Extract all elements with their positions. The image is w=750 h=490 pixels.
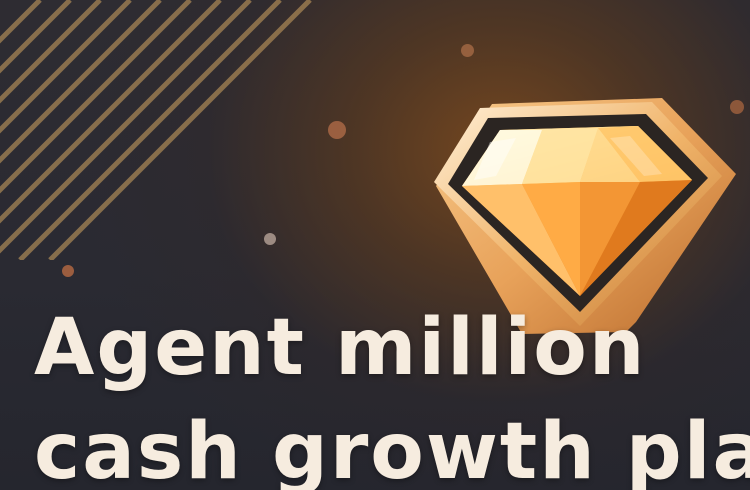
bokeh-dot xyxy=(461,44,474,57)
banner-title: Agent million cash growth plan xyxy=(34,296,750,490)
bokeh-dot xyxy=(328,121,346,139)
diagonal-stripes-decoration xyxy=(0,0,312,260)
banner-title-line-1: Agent million xyxy=(34,303,647,393)
bokeh-dot xyxy=(62,265,74,277)
banner-title-line-2: cash growth plan xyxy=(34,407,750,490)
bokeh-dot xyxy=(730,100,744,114)
bokeh-dot xyxy=(264,233,276,245)
diamond-icon xyxy=(434,98,736,334)
